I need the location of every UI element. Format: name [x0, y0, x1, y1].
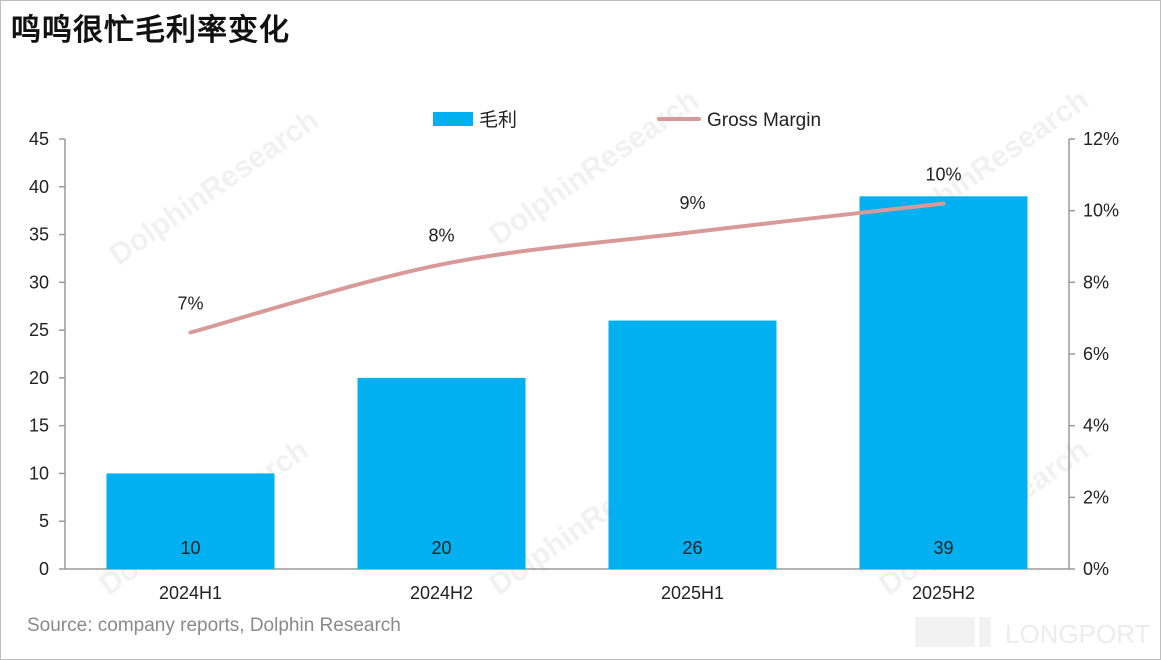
longport-logo: LONGPORT [915, 617, 1151, 649]
left-tick-label: 45 [29, 129, 49, 149]
line-data-label: 10% [925, 165, 961, 185]
svg-text:LONGPORT: LONGPORT [1005, 619, 1151, 649]
line-data-label: 7% [177, 294, 203, 314]
bar-data-label: 20 [431, 538, 451, 558]
x-tick-label: 2024H2 [410, 583, 473, 603]
line-data-label: 8% [428, 225, 454, 245]
left-tick-label: 40 [29, 177, 49, 197]
right-tick-label: 8% [1083, 272, 1109, 292]
source-note: Source: company reports, Dolphin Researc… [27, 615, 401, 636]
bar [357, 377, 526, 569]
legend-bar-swatch [433, 112, 473, 126]
bar [106, 473, 275, 569]
right-tick-label: 12% [1083, 129, 1119, 149]
bar-data-label: 26 [682, 538, 702, 558]
right-tick-label: 2% [1083, 487, 1109, 507]
bar-data-label: 10 [180, 538, 200, 558]
right-tick-label: 6% [1083, 344, 1109, 364]
left-tick-label: 20 [29, 368, 49, 388]
bar-data-label: 39 [933, 538, 953, 558]
left-tick-label: 30 [29, 272, 49, 292]
left-tick-label: 10 [29, 463, 49, 483]
x-tick-label: 2025H1 [661, 583, 724, 603]
legend-bar-label: 毛利 [479, 109, 517, 131]
right-tick-label: 4% [1083, 416, 1109, 436]
left-tick-label: 35 [29, 225, 49, 245]
line-data-label: 9% [679, 193, 705, 213]
gross-margin-line [188, 201, 946, 335]
bar [608, 320, 777, 569]
left-tick-label: 15 [29, 416, 49, 436]
left-tick-label: 25 [29, 320, 49, 340]
left-tick-label: 0 [39, 559, 49, 579]
x-tick-label: 2024H1 [159, 583, 222, 603]
legend-line-label: Gross Margin [707, 110, 821, 131]
right-tick-label: 10% [1083, 201, 1119, 221]
left-tick-label: 5 [39, 511, 49, 531]
right-tick-label: 0% [1083, 559, 1109, 579]
bar [859, 196, 1028, 570]
x-tick-label: 2025H2 [912, 583, 975, 603]
chart-title: 鸣鸣很忙毛利率变化 [11, 13, 290, 48]
